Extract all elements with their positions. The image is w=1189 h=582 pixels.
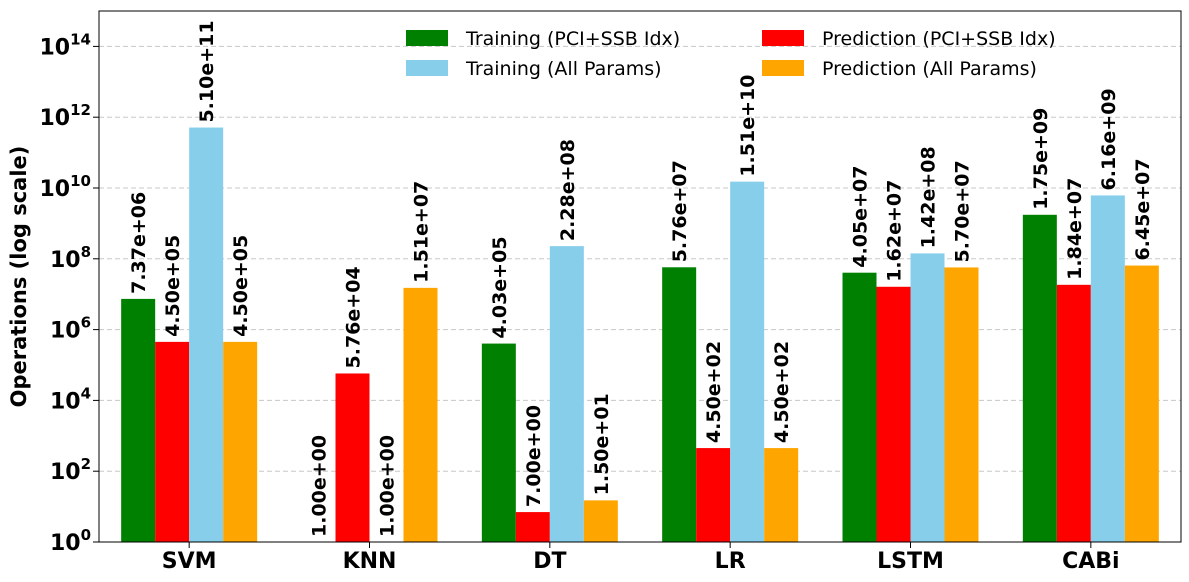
legend-swatch [406,30,448,46]
bar-value-label: 1.50e+01 [591,393,613,495]
bar-value-label: 5.76e+07 [669,160,691,262]
bar-value-label: 1.75e+09 [1030,108,1052,210]
y-tick-label: 1014 [40,30,92,60]
bar-value-label: 1.00e+00 [377,435,399,537]
bar-value-label: 4.03e+05 [489,236,511,338]
y-axis-title: Operations (log scale) [7,146,31,408]
bar-value-label: 4.50e+02 [703,341,725,443]
bar [121,298,156,542]
x-tick-label: DT [533,549,566,574]
bar-value-label: 1.51e+07 [411,181,433,283]
y-tick-label: 102 [50,455,91,485]
y-tick-label: 1012 [40,101,92,131]
bar-value-label: 7.37e+06 [128,192,150,294]
bar [549,246,584,543]
plot-frame [98,10,1182,543]
x-tick-label: KNN [343,549,397,574]
legend-label: Prediction (All Params) [822,58,1037,80]
bar-value-label: 6.16e+09 [1098,88,1120,190]
bar-value-label: 4.50e+02 [771,341,793,443]
y-tick-label: 106 [50,314,91,344]
bar-value-label: 5.76e+04 [343,266,365,368]
y-tick-label: 108 [50,243,91,273]
bar [842,272,877,542]
bar-value-label: 4.05e+07 [850,166,872,268]
bar [910,253,945,542]
bar [1124,265,1159,542]
bar [223,341,258,542]
bars [121,127,1159,543]
bar-value-label: 1.51e+10 [737,75,759,177]
bar [764,448,799,542]
y-tick-label: 104 [50,384,91,414]
bar [515,512,550,542]
bar-value-label: 4.50e+05 [162,235,184,337]
x-tick-label: LSTM [877,549,944,574]
y-tick-label: 1010 [40,172,92,202]
bar-value-label: 7.00e+00 [523,405,545,507]
grid-lines [99,45,1181,472]
bar-value-label: 1.00e+00 [309,435,331,537]
bar [1056,284,1091,542]
bar [403,287,438,542]
bar [189,127,224,543]
bar [1090,195,1125,542]
bar [1022,214,1057,542]
bar-value-label: 2.28e+08 [557,139,579,241]
bar-value-label: 1.42e+08 [918,146,940,248]
x-axis-ticks: SVM KNN DT LR LSTM CABi [162,542,1120,574]
x-tick-label: SVM [162,549,217,574]
legend-label: Training (All Params) [465,58,662,80]
bar [155,341,190,542]
bar [481,343,516,542]
legend-swatch [762,30,804,46]
bar-value-label: 5.10e+11 [196,20,218,122]
bar [876,286,911,542]
bar-value-label: 1.62e+07 [884,180,906,282]
y-tick-label: 100 [50,526,91,556]
legend-swatch [406,60,448,76]
bar-value-label: 6.45e+07 [1132,158,1154,260]
bar [335,373,370,542]
bar [696,448,731,542]
legend-swatch [762,60,804,76]
y-axis-ticks: 100 102 104 106 108 1010 1012 1014 [40,30,99,556]
bar [583,500,618,542]
bar-value-label: 1.84e+07 [1064,178,1086,280]
legend-label: Training (PCI+SSB Idx) [465,28,680,50]
x-tick-label: CABi [1062,549,1119,574]
bar-value-label: 5.70e+07 [952,160,974,262]
bar-value-label: 4.50e+05 [230,235,252,337]
bar [944,267,979,542]
bar [662,267,697,542]
legend-label: Prediction (PCI+SSB Idx) [822,28,1056,50]
bar [730,181,765,542]
legend: Training (PCI+SSB Idx) Prediction (PCI+SS… [406,28,1056,80]
x-tick-label: LR [715,549,746,574]
bar-value-labels: 7.37e+06 4.50e+05 5.10e+11 4.50e+05 1.00e+00… [128,20,1154,537]
